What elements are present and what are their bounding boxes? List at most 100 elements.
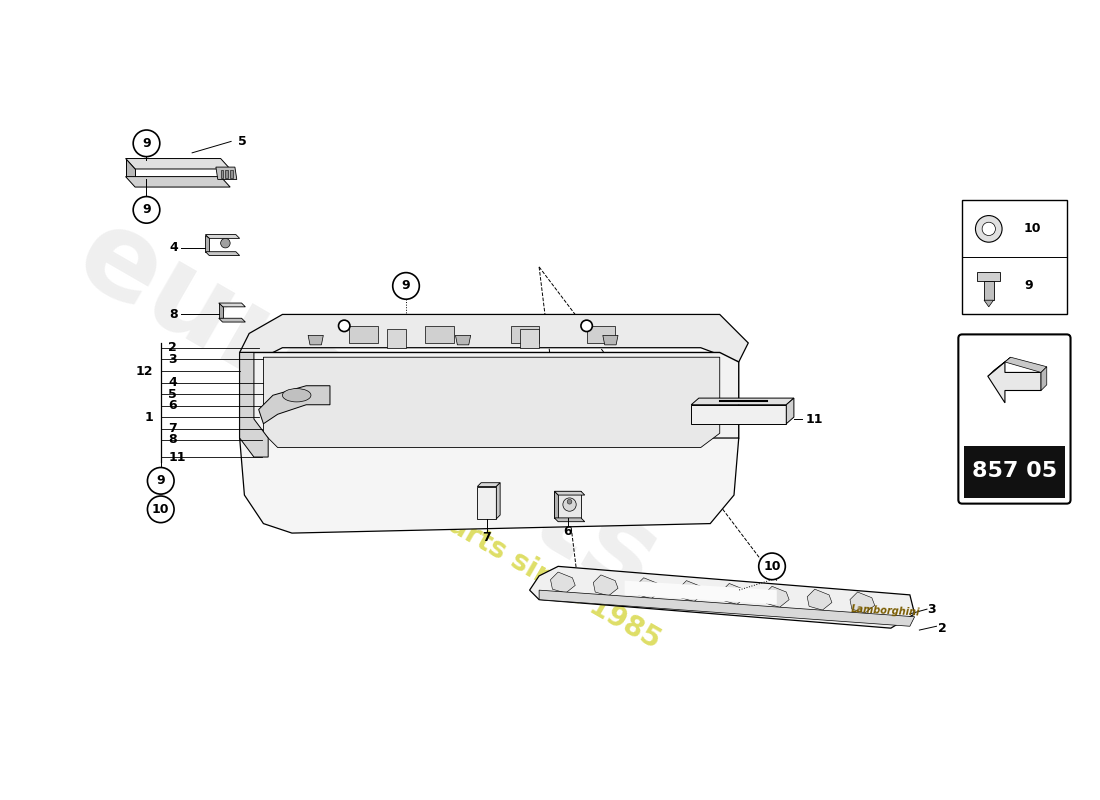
Polygon shape (1041, 366, 1047, 390)
Polygon shape (477, 486, 496, 519)
Polygon shape (554, 491, 558, 518)
Text: 5: 5 (238, 135, 246, 148)
Polygon shape (722, 583, 747, 604)
Bar (349, 326, 377, 343)
Text: 1: 1 (144, 410, 153, 424)
Polygon shape (625, 581, 777, 604)
Circle shape (393, 273, 419, 299)
Text: 5: 5 (168, 388, 177, 401)
Polygon shape (125, 177, 230, 187)
Text: 2: 2 (938, 622, 947, 634)
Text: 9: 9 (402, 279, 410, 293)
Text: 6: 6 (168, 399, 177, 412)
Bar (520, 329, 539, 348)
Text: 11: 11 (168, 450, 186, 463)
Polygon shape (554, 518, 585, 522)
Bar (962, 200, 1067, 314)
Bar (964, 446, 1065, 498)
Polygon shape (550, 572, 575, 593)
Polygon shape (988, 358, 1011, 376)
Text: 9: 9 (1024, 279, 1033, 293)
Bar (984, 281, 993, 300)
Polygon shape (125, 158, 135, 177)
Text: 3: 3 (927, 602, 936, 616)
Text: 4: 4 (168, 376, 177, 390)
Text: 9: 9 (142, 203, 151, 216)
Bar (226, 170, 228, 178)
Text: 4: 4 (169, 242, 178, 254)
Text: 9: 9 (156, 474, 165, 487)
Ellipse shape (283, 389, 311, 402)
Text: 857 05: 857 05 (972, 462, 1057, 482)
Polygon shape (807, 589, 832, 610)
Polygon shape (240, 353, 268, 457)
Circle shape (133, 197, 160, 223)
Text: europarts: europarts (57, 197, 679, 622)
Bar (387, 329, 406, 348)
Text: 8: 8 (169, 308, 178, 321)
Polygon shape (125, 158, 230, 169)
Polygon shape (691, 398, 794, 405)
Text: 11: 11 (805, 413, 823, 426)
Text: Lamborghini: Lamborghini (851, 604, 921, 618)
Circle shape (147, 467, 174, 494)
Polygon shape (263, 358, 719, 447)
Polygon shape (984, 300, 993, 307)
Polygon shape (539, 590, 914, 626)
Circle shape (339, 320, 350, 331)
Text: 3: 3 (168, 353, 177, 366)
Circle shape (976, 215, 1002, 242)
Text: 12: 12 (135, 365, 153, 378)
Bar (510, 326, 539, 343)
Polygon shape (455, 335, 471, 345)
Text: 2: 2 (168, 342, 177, 354)
Polygon shape (206, 234, 240, 238)
Polygon shape (529, 566, 914, 628)
Polygon shape (240, 353, 739, 457)
Text: 9: 9 (142, 137, 151, 150)
Polygon shape (258, 386, 330, 424)
Bar (425, 326, 453, 343)
Polygon shape (593, 575, 618, 596)
Polygon shape (603, 335, 618, 345)
Circle shape (133, 130, 160, 157)
Circle shape (563, 498, 576, 511)
Text: 8: 8 (168, 434, 177, 446)
Text: 7: 7 (168, 422, 177, 435)
Polygon shape (786, 398, 794, 424)
Circle shape (581, 320, 592, 331)
Polygon shape (636, 578, 661, 598)
Bar (230, 170, 233, 178)
Polygon shape (496, 482, 500, 519)
Text: 10: 10 (152, 503, 169, 516)
Bar (978, 272, 1000, 281)
FancyBboxPatch shape (958, 334, 1070, 504)
Polygon shape (219, 318, 245, 322)
Circle shape (982, 222, 996, 235)
Polygon shape (477, 482, 500, 486)
Circle shape (147, 496, 174, 522)
Polygon shape (216, 167, 236, 179)
Polygon shape (850, 592, 875, 613)
Polygon shape (764, 586, 789, 607)
Bar (586, 326, 615, 343)
Polygon shape (206, 252, 240, 255)
Polygon shape (219, 303, 245, 307)
Polygon shape (691, 405, 786, 424)
Polygon shape (240, 314, 748, 362)
Polygon shape (988, 362, 1041, 403)
Circle shape (221, 238, 230, 248)
Polygon shape (240, 438, 739, 533)
Polygon shape (679, 581, 704, 602)
Polygon shape (554, 491, 581, 518)
Text: a passion for parts since 1985: a passion for parts since 1985 (242, 394, 666, 654)
Polygon shape (1005, 358, 1047, 373)
Polygon shape (554, 491, 585, 495)
Circle shape (568, 499, 572, 504)
Polygon shape (219, 303, 222, 318)
Text: 10: 10 (1024, 222, 1042, 235)
Bar (221, 170, 223, 178)
Text: 10: 10 (763, 560, 781, 573)
Polygon shape (206, 234, 209, 252)
Text: 7: 7 (483, 531, 492, 544)
